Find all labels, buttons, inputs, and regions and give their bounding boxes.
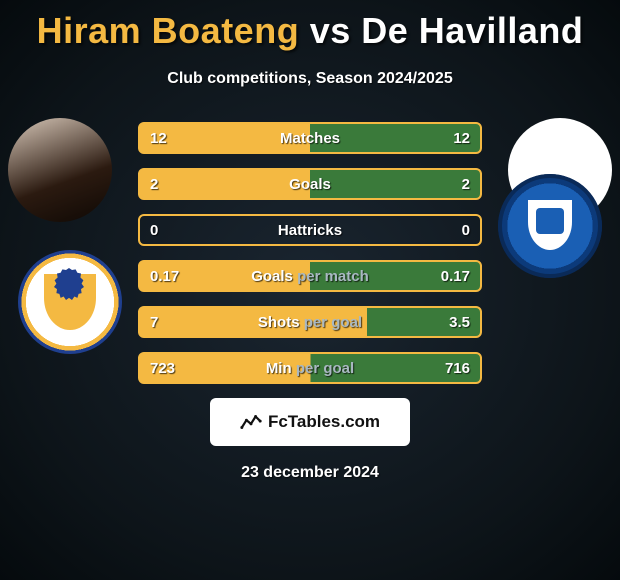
stat-label-word1: Hattricks — [278, 222, 342, 239]
vs-text: vs — [310, 10, 351, 51]
stat-row-matches: 12 Matches 12 — [138, 122, 482, 154]
player2-name: De Havilland — [361, 10, 583, 51]
stat-label: Matches — [196, 130, 424, 147]
stats-container: 12Matches122Goals20Hattricks00.17Goals p… — [138, 118, 482, 384]
stat-right-value: 2 — [424, 176, 470, 193]
stat-row-goals: 2 Goals 2 — [138, 168, 482, 200]
stat-row-hattricks: 0 Hattricks 0 — [138, 214, 482, 246]
footer-date: 23 december 2024 — [0, 464, 620, 482]
stat-row-goals_per_match: 0.17Goals per match0.17 — [138, 260, 482, 292]
fctables-logo-icon — [240, 411, 262, 433]
stat-label: Goals per match — [196, 268, 424, 285]
stat-right-value: 0 — [424, 222, 470, 239]
stat-label-word2: per goal — [304, 314, 362, 331]
stat-label-word2: per goal — [296, 360, 354, 377]
stat-label: Goals — [196, 176, 424, 193]
stat-label-word1: Goals — [251, 268, 293, 285]
stat-label: Shots per goal — [196, 314, 424, 331]
stat-label: Min per goal — [196, 360, 424, 377]
player1-avatar — [8, 118, 112, 222]
stat-row-min_per_goal: 723Min per goal716 — [138, 352, 482, 384]
stat-right-value: 716 — [424, 360, 470, 377]
stat-left-value: 7 — [150, 314, 196, 331]
stat-right-value: 0.17 — [424, 268, 470, 285]
stat-right-value: 3.5 — [424, 314, 470, 331]
player1-name: Hiram Boateng — [37, 10, 300, 51]
stat-label-word1: Min — [266, 360, 292, 377]
stat-label-word1: Shots — [258, 314, 300, 331]
stat-left-value: 0 — [150, 222, 196, 239]
stat-right-value: 12 — [424, 130, 470, 147]
comparison-body: 12Matches122Goals20Hattricks00.17Goals p… — [0, 118, 620, 482]
player2-club-crest — [498, 174, 602, 278]
branding-badge: FcTables.com — [210, 398, 410, 446]
stat-label-word1: Matches — [280, 130, 340, 147]
comparison-title: Hiram Boateng vs De Havilland — [0, 0, 620, 52]
stat-left-value: 2 — [150, 176, 196, 193]
subtitle: Club competitions, Season 2024/2025 — [0, 70, 620, 88]
stat-row-shots_per_goal: 7Shots per goal3.5 — [138, 306, 482, 338]
stat-label-word1: Goals — [289, 176, 331, 193]
player1-club-crest — [18, 250, 122, 354]
stat-left-value: 12 — [150, 130, 196, 147]
stat-label-word2: per match — [297, 268, 369, 285]
stat-label: Hattricks — [196, 222, 424, 239]
branding-text: FcTables.com — [268, 412, 380, 432]
stat-left-value: 723 — [150, 360, 196, 377]
stat-left-value: 0.17 — [150, 268, 196, 285]
